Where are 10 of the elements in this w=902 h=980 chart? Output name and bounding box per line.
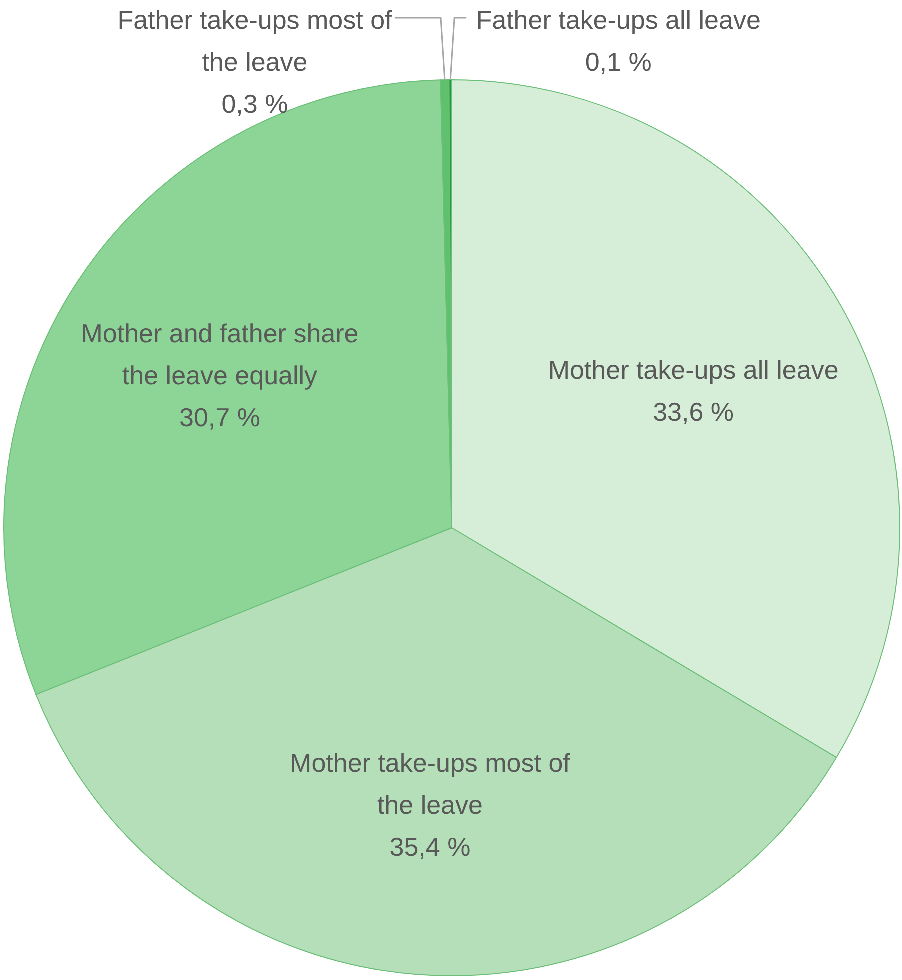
slice-label: Mother take-ups most of the leave — [290, 748, 572, 820]
data-label: 0,3 % — [222, 89, 288, 119]
data-label: 33,6 % — [653, 396, 734, 427]
data-label: 0,1 % — [585, 47, 652, 77]
slice-label: Father take-ups most of the leave — [118, 5, 394, 77]
data-label: 35,4 % — [390, 832, 471, 862]
data-label: 30,7 % — [180, 402, 260, 432]
slice-label: Mother take-ups all leave — [548, 354, 839, 385]
slice-label: Father take-ups all leave — [476, 5, 761, 35]
slice-label: Mother and father share the leave equally — [81, 318, 359, 390]
